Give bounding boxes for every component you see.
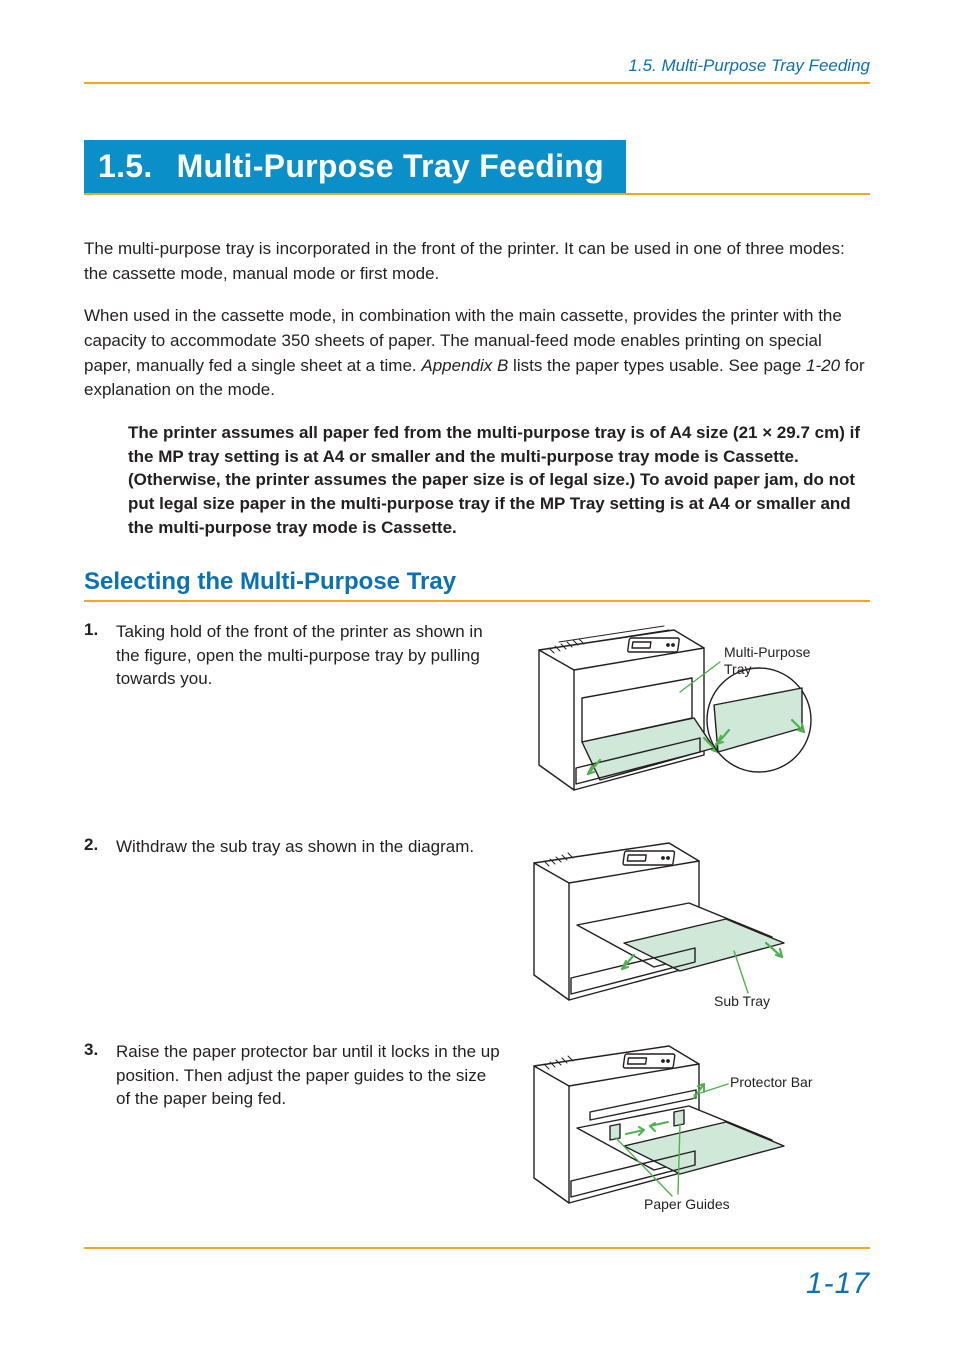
- body-text: The multi-purpose tray is incorporated i…: [84, 237, 870, 540]
- running-header: 1.5. Multi-Purpose Tray Feeding: [84, 56, 870, 84]
- page-container: 1.5. Multi-Purpose Tray Feeding 1.5. Mult…: [0, 0, 954, 1225]
- p2-part-b: lists the paper types usable. See page: [508, 356, 806, 375]
- figure-2: Sub Tray: [504, 835, 870, 1020]
- appendix-ref: Appendix B: [421, 356, 508, 375]
- figure-label-protector-bar: Protector Bar: [730, 1074, 812, 1091]
- figure-1: Multi-Purpose Tray: [504, 620, 870, 815]
- step-text: Taking hold of the front of the printer …: [116, 620, 504, 691]
- step-text-col: 1. Taking hold of the front of the print…: [84, 620, 504, 691]
- section-title-wrap: 1.5. Multi-Purpose Tray Feeding: [84, 140, 870, 195]
- step-text: Withdraw the sub tray as shown in the di…: [116, 835, 474, 859]
- step-number: 3.: [84, 1040, 116, 1060]
- note-block: The printer assumes all paper fed from t…: [128, 421, 870, 540]
- figure-label-sub-tray: Sub Tray: [714, 993, 770, 1010]
- section-title: 1.5. Multi-Purpose Tray Feeding: [84, 140, 626, 193]
- footer-rule: [84, 1247, 870, 1249]
- figure-label-mp-tray: Multi-Purpose Tray: [724, 644, 814, 678]
- step-row: 1. Taking hold of the front of the print…: [84, 620, 870, 815]
- step-row: 3. Raise the paper protector bar until i…: [84, 1040, 870, 1225]
- paragraph-2: When used in the cassette mode, in combi…: [84, 304, 870, 403]
- subheading: Selecting the Multi-Purpose Tray: [84, 568, 870, 602]
- step-text-col: 2. Withdraw the sub tray as shown in the…: [84, 835, 504, 859]
- step-number: 1.: [84, 620, 116, 640]
- section-number: 1.5.: [98, 148, 153, 184]
- step-text: Raise the paper protector bar until it l…: [116, 1040, 504, 1111]
- page-ref: 1-20: [806, 356, 840, 375]
- page-number: 1-17: [806, 1267, 870, 1301]
- section-title-text: Multi-Purpose Tray Feeding: [177, 148, 604, 184]
- figure-3: Protector Bar Paper Guides: [504, 1040, 870, 1225]
- step-row: 2. Withdraw the sub tray as shown in the…: [84, 835, 870, 1020]
- steps-list: 1. Taking hold of the front of the print…: [84, 620, 870, 1225]
- step-text-col: 3. Raise the paper protector bar until i…: [84, 1040, 504, 1111]
- step-number: 2.: [84, 835, 116, 855]
- figure-label-paper-guides: Paper Guides: [644, 1196, 730, 1213]
- printer-illustration-2: [504, 835, 824, 1020]
- paragraph-1: The multi-purpose tray is incorporated i…: [84, 237, 870, 286]
